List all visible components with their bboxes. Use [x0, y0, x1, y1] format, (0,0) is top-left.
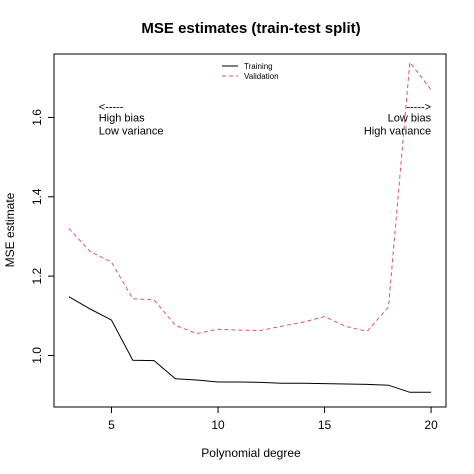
chart-title: MSE estimates (train-test split) [141, 20, 360, 37]
x-tick-label: 20 [424, 418, 438, 432]
annotation-right-line1: Low bias [388, 112, 432, 124]
annotation-left-line2: Low variance [99, 126, 164, 138]
x-tick-label: 10 [211, 418, 225, 432]
y-axis: 1.0 1.2 1.4 1.6 [30, 109, 54, 364]
annotation-left-line1: High bias [99, 112, 145, 124]
y-tick-label: 1.0 [30, 347, 44, 364]
legend-label-training: Training [244, 62, 273, 71]
y-tick-label: 1.2 [30, 267, 44, 284]
x-tick-label: 15 [318, 418, 332, 432]
series-line-training [68, 296, 432, 393]
y-axis-label: MSE estimate [3, 192, 17, 267]
annotation-right-line2: High variance [364, 126, 431, 138]
annotation-layer: <-----High bias Low variance ----->Low bia… [99, 102, 432, 138]
annotation-left-arrow: <----- [99, 102, 124, 114]
y-tick-label: 1.6 [30, 109, 44, 126]
x-axis: 5 10 15 20 [108, 407, 438, 432]
x-axis-label: Polynomial degree [201, 446, 301, 460]
annotation-right-arrow: -----> [406, 102, 431, 114]
plot-frame [53, 53, 447, 408]
legend-label-validation: Validation [244, 72, 279, 81]
series-layer [68, 60, 432, 393]
y-tick-label: 1.4 [30, 188, 44, 205]
x-tick-label: 5 [108, 418, 115, 432]
